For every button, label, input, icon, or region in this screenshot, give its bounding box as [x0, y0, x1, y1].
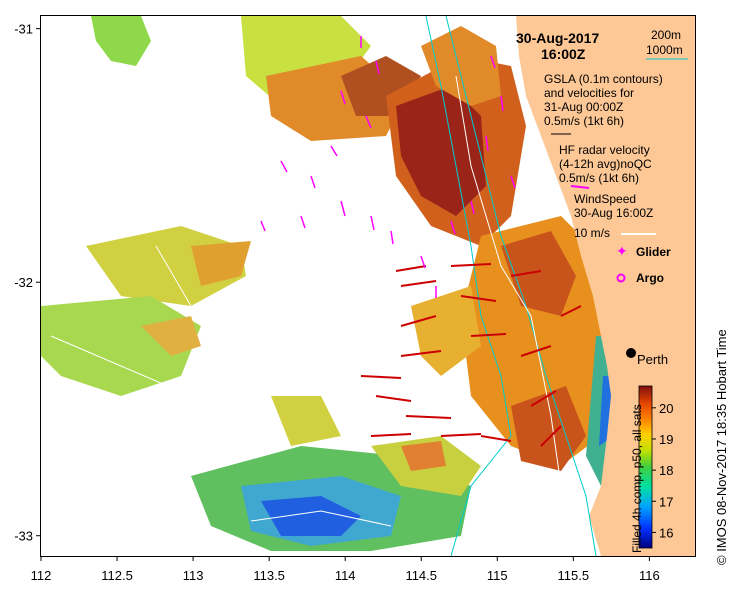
- lat-tick-label: -32: [14, 275, 33, 290]
- velocity-arrow: [370, 433, 412, 437]
- sst-map: Perth 30-Aug-2017 16:00Z 200m 1000m GSLA…: [41, 16, 695, 556]
- wind-line2: 30-Aug 16:00Z: [574, 206, 653, 220]
- lon-tick-label: 115: [487, 568, 508, 583]
- hf-arrow: [370, 215, 375, 231]
- colorbar-title: Filled 4h comp, p50, all sats: [630, 404, 644, 553]
- lat-tick-label: -31: [14, 22, 33, 37]
- lon-tick-label: 113.5: [253, 568, 285, 583]
- sst-patch: [141, 316, 201, 356]
- sst-patch: [191, 241, 251, 286]
- bathymetry-contours: [425, 16, 597, 556]
- sst-patch: [271, 396, 341, 446]
- velocity-arrow: [520, 345, 552, 357]
- sst-patch: [91, 16, 151, 66]
- vector-legend: GSLA (0.1m contours) and velocities for …: [544, 72, 671, 285]
- hf-arrow: [490, 55, 496, 69]
- hf-scale-arrow: [570, 185, 590, 189]
- hf-arrow: [310, 175, 316, 189]
- colorbar-ticks: 16 17 18 19 20: [652, 401, 673, 540]
- colorbar-tick-label: 20: [659, 401, 673, 416]
- lon-tick-label: 114.5: [405, 568, 437, 583]
- hf-arrow: [485, 135, 489, 152]
- glider-label: Glider: [636, 245, 671, 259]
- hf-line2: (4-12h avg)noQC: [559, 157, 652, 171]
- sst-patch: [401, 441, 446, 471]
- hf-arrow: [375, 60, 380, 75]
- hf-arrow: [450, 220, 456, 235]
- gsla-line2: and velocities for: [544, 86, 634, 100]
- hf-arrow: [330, 145, 338, 157]
- gsla-line1: GSLA (0.1m contours): [544, 72, 663, 86]
- lon-tick-label: 112.5: [101, 568, 133, 583]
- lat-tick-label: -33: [14, 529, 33, 544]
- perth-marker: [626, 348, 636, 358]
- velocity-arrow: [375, 395, 412, 402]
- colorbar-tick-label: 16: [659, 525, 673, 540]
- lon-tick-label: 113: [183, 568, 204, 583]
- wind-line1: WindSpeed: [574, 192, 636, 206]
- velocity-arrow: [480, 435, 512, 442]
- velocity-arrow: [395, 265, 427, 272]
- hf-line1: HF radar velocity: [559, 143, 650, 157]
- hf-scale: 0.5m/s (1kt 6h): [559, 171, 639, 185]
- colorbar-tick-label: 17: [659, 494, 673, 509]
- velocity-arrow: [405, 415, 452, 419]
- gsla-contours: [50, 75, 562, 527]
- lon-tick-label: 115.5: [558, 568, 590, 583]
- hf-arrow: [390, 230, 394, 245]
- velocity-arrow: [400, 350, 442, 357]
- velocity-arrow: [400, 280, 437, 287]
- hf-radar-vectors: [260, 36, 516, 298]
- velocity-arrow: [360, 375, 402, 379]
- hf-arrow: [340, 90, 346, 105]
- velocity-arrow: [560, 305, 582, 317]
- hf-arrow: [500, 95, 504, 112]
- sst-patch: [501, 231, 576, 316]
- hf-arrow: [510, 175, 516, 189]
- map-time-title: 16:00Z: [541, 46, 586, 62]
- wind-scale: 10 m/s: [574, 226, 610, 240]
- gsla-velocity-vectors: [360, 263, 582, 447]
- hf-arrow: [340, 200, 346, 217]
- colorbar: [638, 385, 653, 549]
- contour-1000m-label: 1000m: [646, 43, 683, 57]
- map-frame: Perth 30-Aug-2017 16:00Z 200m 1000m GSLA…: [40, 15, 696, 557]
- longitude-axis: 112 112.5 113 113.5 114 114.5 115 115.5 116: [31, 556, 660, 583]
- argo-label: Argo: [636, 271, 664, 285]
- gsla-scale: 0.5m/s (1kt 6h): [544, 114, 624, 128]
- perth-label: Perth: [637, 352, 668, 367]
- hf-arrow: [365, 115, 372, 129]
- velocity-arrow: [400, 315, 437, 327]
- hf-arrow: [420, 255, 426, 269]
- sst-patch: [261, 496, 361, 536]
- hf-arrow: [470, 200, 475, 215]
- sst-patch: [461, 216, 616, 466]
- sst-patch: [41, 296, 201, 396]
- map-date-title: 30-Aug-2017: [516, 30, 599, 46]
- velocity-arrow: [450, 263, 492, 267]
- lon-tick-label: 114: [335, 568, 356, 583]
- velocity-arrow: [510, 270, 542, 277]
- lon-tick-label: 112: [31, 568, 52, 583]
- lon-tick-label: 116: [639, 568, 660, 583]
- colorbar-tick-label: 18: [659, 463, 673, 478]
- hf-arrow: [300, 215, 306, 229]
- hf-arrow: [280, 160, 288, 173]
- gsla-line3: 31-Aug 00:00Z: [544, 100, 623, 114]
- glider-icon: ✦: [616, 243, 628, 259]
- velocity-arrow: [440, 433, 482, 437]
- argo-icon: [616, 273, 626, 283]
- velocity-arrow: [470, 333, 507, 337]
- sst-patch: [511, 386, 586, 471]
- latitude-axis: -31 -32 -33: [14, 22, 41, 544]
- colorbar-tick-label: 19: [659, 432, 673, 447]
- velocity-arrow: [530, 390, 557, 407]
- credit-text: © IMOS 08-Nov-2017 18:35 Hobart Time: [714, 329, 729, 565]
- velocity-arrow: [460, 295, 497, 302]
- velocity-arrow: [540, 425, 562, 447]
- hf-arrow: [260, 220, 266, 232]
- contour-200m-label: 200m: [651, 28, 681, 42]
